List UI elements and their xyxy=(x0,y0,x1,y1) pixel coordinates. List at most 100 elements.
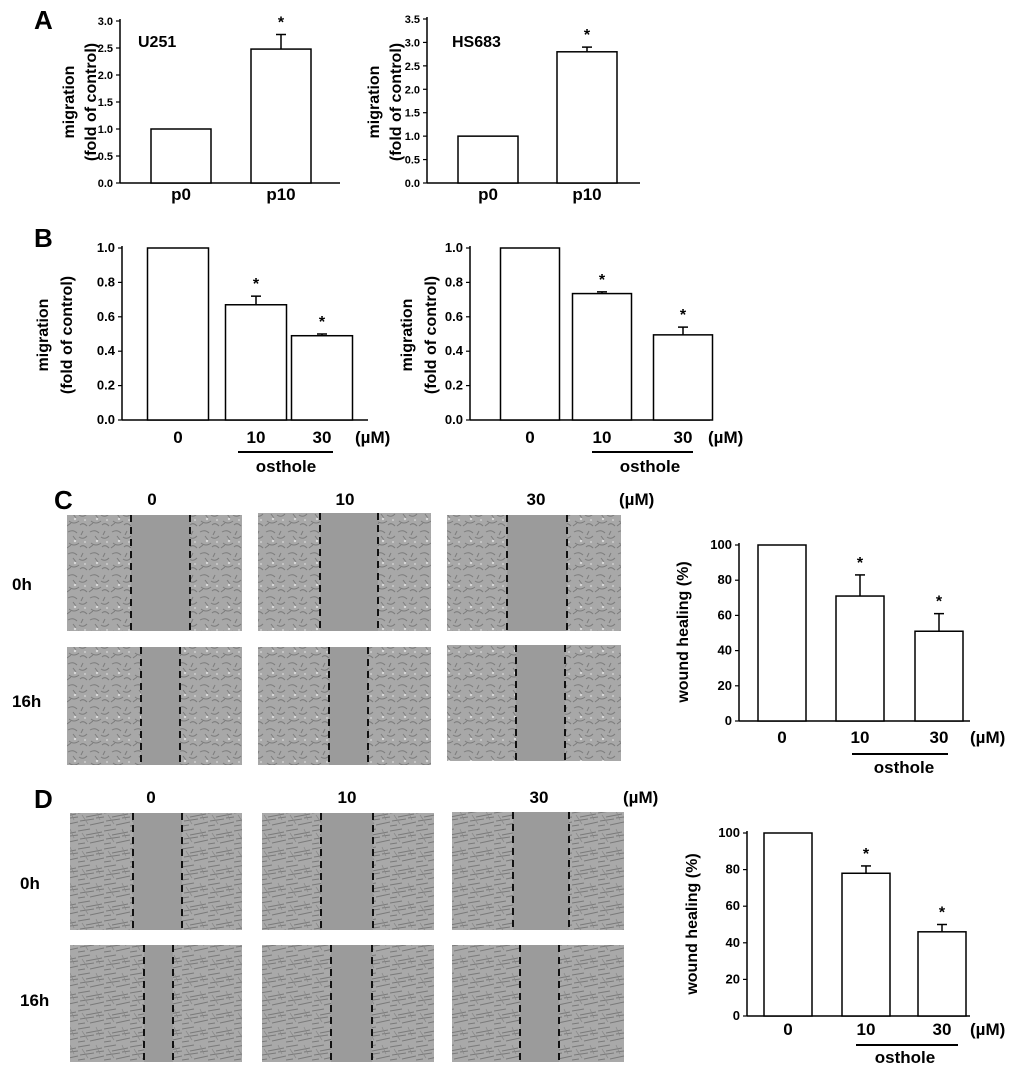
y-tick-label: 60 xyxy=(718,607,732,622)
y-tick-label: 60 xyxy=(726,898,740,913)
y-tick-label: 1.0 xyxy=(445,240,463,255)
significance-marker: * xyxy=(584,27,591,44)
osthole-label: osthole xyxy=(620,457,680,476)
y-tick-label: 100 xyxy=(710,537,732,552)
d-unit-label: (µM) xyxy=(623,788,658,807)
unit-label: (µM) xyxy=(355,428,390,447)
panel-letter-a: A xyxy=(34,5,53,35)
y-axis-title: migration xyxy=(399,299,416,372)
category-label-30: 30 xyxy=(674,428,693,447)
c-column-header-0: 0 xyxy=(147,490,156,509)
y-tick-label: 1.0 xyxy=(98,124,113,136)
category-label-0: 0 xyxy=(783,1020,792,1039)
y-tick-label: 2.5 xyxy=(98,43,113,55)
y-tick-label: 1.0 xyxy=(405,131,420,143)
category-label-p0: p0 xyxy=(478,185,498,204)
category-label-10: 10 xyxy=(593,428,612,447)
bar-0 xyxy=(757,544,807,722)
chart-a-u251: 0.0 0.5 1.0 1.5 2.0 2.5 3.0 p0 * p10 U251 migration… xyxy=(61,15,340,204)
significance-marker: * xyxy=(863,846,870,863)
panel-letter-d: D xyxy=(34,784,53,814)
y-tick-label: 1.0 xyxy=(97,240,115,255)
y-tick-label: 0.8 xyxy=(445,274,463,289)
significance-marker: * xyxy=(680,307,687,324)
significance-marker: * xyxy=(599,272,606,289)
y-tick-label: 0.0 xyxy=(98,178,113,190)
y-tick-label: 3.5 xyxy=(405,14,420,26)
y-axis-title: wound healing (%) xyxy=(675,561,692,703)
y-axis-title: (fold of control) xyxy=(388,43,405,161)
significance-marker: * xyxy=(253,276,260,293)
y-tick-label: 0.2 xyxy=(97,378,115,393)
panel-letter-c: C xyxy=(54,485,73,515)
bar-p10 xyxy=(556,51,618,184)
micrograph-c-10-0h xyxy=(258,513,431,631)
micrograph-d-10-0h xyxy=(262,813,434,930)
unit-label: (µM) xyxy=(970,728,1005,747)
y-tick-label: 0 xyxy=(725,713,732,728)
micrograph-d-10-16h xyxy=(262,945,434,1062)
significance-marker: * xyxy=(319,314,326,331)
panel-letter-b: B xyxy=(34,223,53,253)
category-label-p10: p10 xyxy=(266,185,295,204)
micrograph-c-30-0h xyxy=(447,515,621,631)
chart-a-hs683: 0.0 0.5 1.0 1.5 2.0 2.5 3.0 3.5 p0 * p10 HS683 migra… xyxy=(366,14,640,204)
chart-b-left: 0.0 0.2 0.4 0.6 0.8 1.0 0 * 10 * 30 migration (fold … xyxy=(35,240,390,476)
y-tick-label: 20 xyxy=(726,971,740,986)
category-label-10: 10 xyxy=(857,1020,876,1039)
y-axis-title: (fold of control) xyxy=(83,43,100,161)
micrograph-d-30-16h xyxy=(452,945,624,1062)
micrograph-c-30-16h xyxy=(447,645,621,761)
osthole-label: osthole xyxy=(875,1048,935,1067)
y-tick-label: 0.8 xyxy=(97,274,115,289)
bar-30 xyxy=(917,931,967,1017)
d-column-header-30: 30 xyxy=(530,788,549,807)
category-label-0: 0 xyxy=(777,728,786,747)
y-tick-label: 40 xyxy=(718,643,732,658)
y-tick-label: 2.5 xyxy=(405,61,420,73)
y-tick-label: 0 xyxy=(733,1008,740,1023)
y-tick-label: 0.0 xyxy=(97,412,115,427)
bar-10 xyxy=(835,595,885,722)
y-tick-label: 0.0 xyxy=(405,178,420,190)
bar-0 xyxy=(146,247,210,421)
significance-marker: * xyxy=(857,555,864,572)
c-row-label-0h: 0h xyxy=(12,575,32,594)
category-label-p10: p10 xyxy=(572,185,601,204)
d-column-header-10: 10 xyxy=(338,788,357,807)
category-label-30: 30 xyxy=(313,428,332,447)
y-tick-label: 2.0 xyxy=(98,70,113,82)
category-label-p0: p0 xyxy=(171,185,191,204)
y-tick-label: 0.2 xyxy=(445,378,463,393)
y-tick-label: 80 xyxy=(718,572,732,587)
category-label-0: 0 xyxy=(173,428,182,447)
chart-title: HS683 xyxy=(452,34,501,51)
d-row-label-0h: 0h xyxy=(20,874,40,893)
y-axis-title: (fold of control) xyxy=(59,276,76,394)
category-label-30: 30 xyxy=(930,728,949,747)
y-axis-title: migration xyxy=(35,299,52,372)
osthole-label: osthole xyxy=(874,758,934,777)
unit-label: (µM) xyxy=(970,1020,1005,1039)
micrograph-grid-d: 0 10 30 (µM) 0h 16h xyxy=(20,788,658,1062)
bar-30 xyxy=(914,630,964,722)
y-tick-label: 20 xyxy=(718,678,732,693)
micrograph-c-10-16h xyxy=(258,647,431,765)
y-tick-label: 80 xyxy=(726,862,740,877)
bar-10 xyxy=(841,872,891,1017)
y-tick-label: 100 xyxy=(718,825,740,840)
y-axis-title: migration xyxy=(366,66,383,139)
y-axis-title: (fold of control) xyxy=(423,276,440,394)
y-tick-label: 40 xyxy=(726,935,740,950)
y-tick-label: 2.0 xyxy=(405,84,420,96)
bar-p0 xyxy=(457,135,519,184)
micrograph-d-0-0h xyxy=(70,813,242,930)
chart-title: U251 xyxy=(138,34,176,51)
significance-marker: * xyxy=(936,594,943,611)
y-tick-label: 0.4 xyxy=(97,343,116,358)
bar-10 xyxy=(571,292,633,421)
y-tick-label: 1.5 xyxy=(405,108,420,120)
significance-marker: * xyxy=(939,905,946,922)
y-tick-label: 0.0 xyxy=(445,412,463,427)
y-tick-label: 3.0 xyxy=(405,37,420,49)
